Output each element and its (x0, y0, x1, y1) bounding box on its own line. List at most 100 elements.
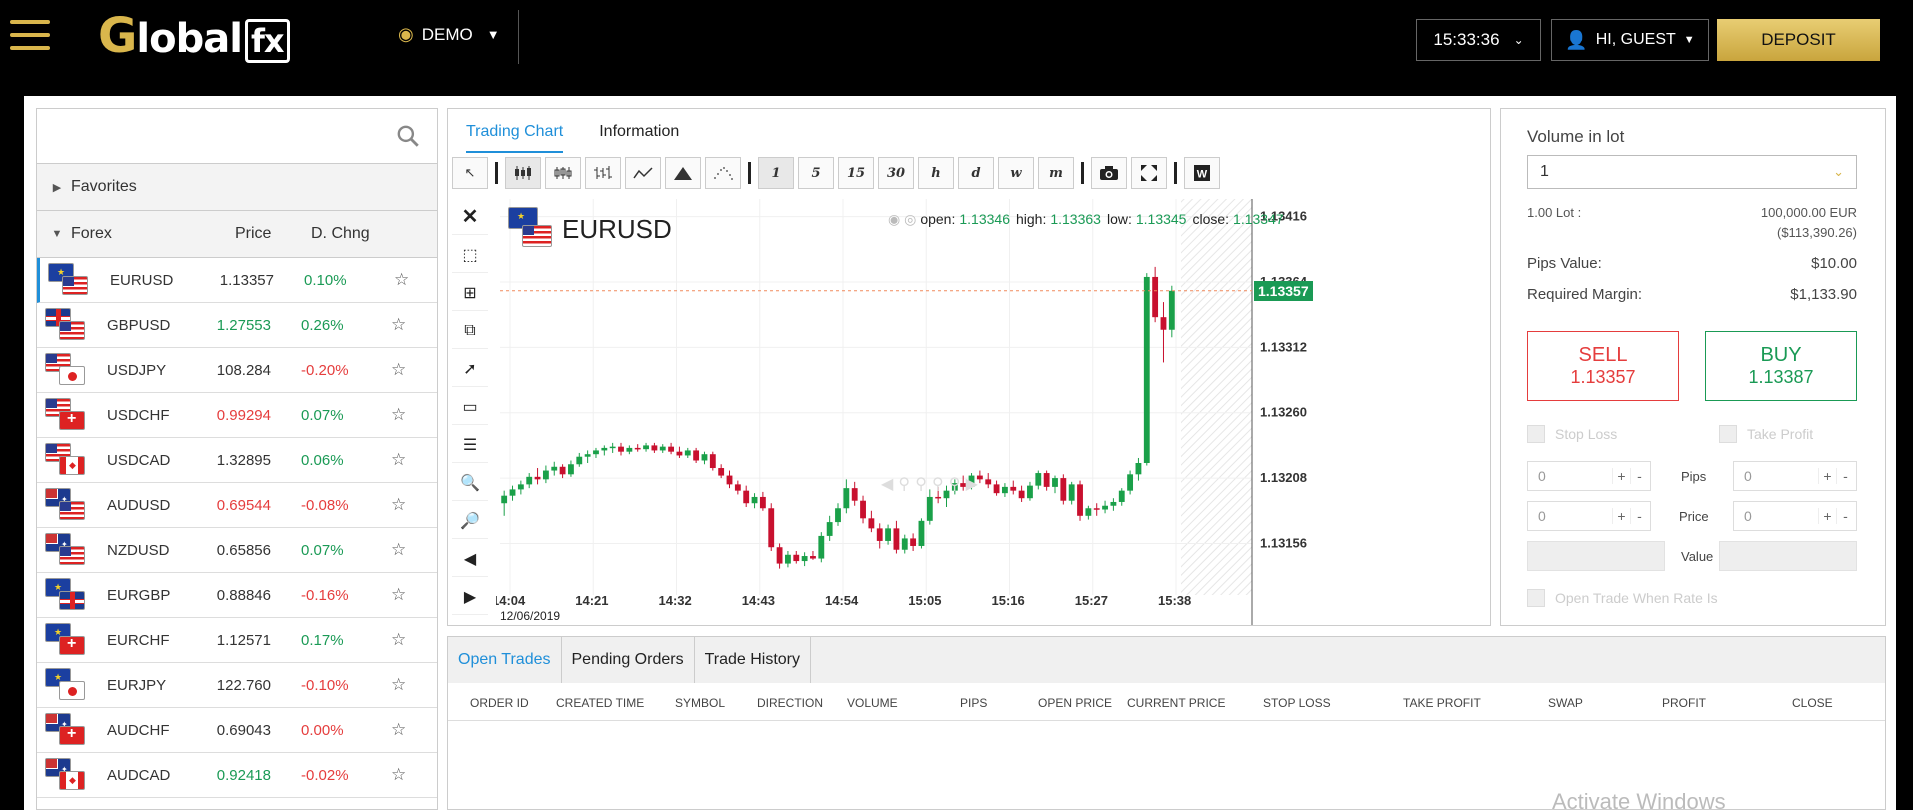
favorite-star-icon[interactable]: ☆ (391, 585, 407, 604)
favorite-star-icon[interactable]: ☆ (391, 495, 407, 514)
pointer-icon[interactable]: ↖ (452, 157, 488, 189)
camera-icon[interactable] (1091, 157, 1127, 189)
trend-line-icon[interactable]: ➚ (452, 351, 488, 387)
tab-information[interactable]: Information (599, 123, 680, 140)
symbol-change: 0.07% (301, 541, 344, 559)
take-profit-pips-stepper[interactable]: 0 + - (1733, 461, 1857, 491)
timeframe-m-button[interactable]: m (1038, 157, 1074, 189)
minus-icon[interactable]: - (1630, 468, 1648, 484)
watchlist-row-eurgbp[interactable]: EURGBP 0.88846 -0.16% ☆ (37, 573, 437, 618)
line-chart-icon[interactable] (625, 157, 661, 189)
favorite-star-icon[interactable]: ☆ (391, 630, 407, 649)
watchlist-row-gbpusd[interactable]: GBPUSD 1.27553 0.26% ☆ (37, 303, 437, 348)
favorites-group[interactable]: ▶ Favorites (37, 164, 437, 211)
favorite-star-icon[interactable]: ☆ (391, 540, 407, 559)
favorite-star-icon[interactable]: ☆ (391, 360, 407, 379)
plus-icon[interactable]: + (1818, 468, 1836, 484)
favorite-star-icon[interactable]: ☆ (391, 720, 407, 739)
candle-body (542, 470, 549, 480)
account-mode-dropdown[interactable]: ◉ DEMO ▼ (398, 24, 500, 45)
candle-body (960, 483, 967, 487)
stop-loss-value-field[interactable] (1527, 541, 1665, 571)
candlestick-chart[interactable]: 1.134161.133641.133121.132601.132081.131… (496, 199, 1490, 625)
watchlist-row-audcad[interactable]: AUDCAD 0.92418 -0.02% ☆ (37, 753, 437, 798)
minus-icon[interactable]: - (1630, 508, 1648, 524)
favorite-star-icon[interactable]: ☆ (391, 675, 407, 694)
user-menu[interactable]: 👤 HI, GUEST ▼ (1551, 19, 1709, 61)
timeframe-15-button[interactable]: 15 (838, 157, 874, 189)
volume-value: 1 (1540, 163, 1549, 180)
tab-trade-history[interactable]: Trade History (695, 637, 811, 683)
minus-icon[interactable]: - (1836, 468, 1854, 484)
tab-open-trades[interactable]: Open Trades (448, 637, 562, 683)
favorite-star-icon[interactable]: ☆ (391, 450, 407, 469)
watchlist-row-usdjpy[interactable]: USDJPY 108.284 -0.20% ☆ (37, 348, 437, 393)
bars-icon[interactable] (545, 157, 581, 189)
watchlist-row-audusd[interactable]: AUDUSD 0.69544 -0.08% ☆ (37, 483, 437, 528)
buy-button[interactable]: BUY 1.13387 (1705, 331, 1857, 401)
timeframe-h-button[interactable]: h (918, 157, 954, 189)
tab-trading-chart[interactable]: Trading Chart (466, 109, 564, 153)
col-created-time: CREATED TIME (556, 696, 645, 710)
plus-icon[interactable]: + (1818, 508, 1836, 524)
watchlist-row-eurusd[interactable]: EURUSD 1.13357 0.10% ☆ (37, 258, 437, 303)
stop-loss-checkbox[interactable]: Stop Loss (1527, 425, 1617, 443)
stop-loss-pips-stepper[interactable]: 0 + - (1527, 461, 1651, 491)
tab-pending-orders[interactable]: Pending Orders (562, 637, 695, 683)
watchlist-row-eurchf[interactable]: EURCHF 1.12571 0.17% ☆ (37, 618, 437, 663)
stop-loss-price-stepper[interactable]: 0 + - (1527, 501, 1651, 531)
watchlist-row-nzdusd[interactable]: NZDUSD 0.65856 0.07% ☆ (37, 528, 437, 573)
minus-icon[interactable]: - (1836, 508, 1854, 524)
zoom-out-icon[interactable]: 🔎 (452, 503, 488, 539)
chart-area[interactable]: 1.134161.133641.133121.132601.132081.131… (496, 199, 1490, 625)
open-trade-when-checkbox[interactable]: Open Trade When Rate Is (1527, 589, 1718, 607)
timeframe-5-button[interactable]: 5 (798, 157, 834, 189)
take-profit-price-stepper[interactable]: 0 + - (1733, 501, 1857, 531)
search-icon[interactable] (395, 123, 421, 149)
favorite-star-icon[interactable]: ☆ (391, 315, 407, 334)
fullscreen-icon[interactable] (1131, 157, 1167, 189)
plus-icon[interactable]: + (1612, 468, 1630, 484)
deposit-button[interactable]: DEPOSIT (1717, 19, 1880, 61)
select-delete-icon[interactable]: ⬚ (452, 237, 488, 273)
volume-select[interactable]: 1 ⌄ (1527, 155, 1857, 189)
remove-all-icon[interactable]: ⊞ (452, 275, 488, 311)
dots-chart-icon[interactable] (705, 157, 741, 189)
favorite-star-icon[interactable]: ☆ (394, 270, 410, 289)
horizontal-lines-icon[interactable]: ☰ (452, 427, 488, 463)
watchlist-row-eurjpy[interactable]: EURJPY 122.760 -0.10% ☆ (37, 663, 437, 708)
plus-icon[interactable]: + (1612, 508, 1630, 524)
eye-icon[interactable]: ◉ ◎ (888, 211, 917, 227)
take-profit-value-field[interactable] (1719, 541, 1857, 571)
zoom-in-icon[interactable]: 🔍 (452, 465, 488, 501)
watchlist-row-audchf[interactable]: AUDCHF 0.69043 0.00% ☆ (37, 708, 437, 753)
timeframe-w-button[interactable]: w (998, 157, 1034, 189)
candle-body (701, 454, 708, 461)
close-icon[interactable]: ✕ (452, 199, 488, 235)
menu-icon[interactable] (10, 20, 50, 52)
favorite-star-icon[interactable]: ☆ (391, 405, 407, 424)
take-profit-checkbox[interactable]: Take Profit (1719, 425, 1813, 443)
watchlist-row-usdchf[interactable]: USDCHF 0.99294 0.07% ☆ (37, 393, 437, 438)
clone-icon[interactable]: ⧉ (452, 313, 488, 349)
candles-icon[interactable] (505, 157, 541, 189)
scroll-left-icon[interactable]: ◀ (452, 541, 488, 577)
area-chart-icon[interactable] (665, 157, 701, 189)
w-icon[interactable]: W (1184, 157, 1220, 189)
rectangle-icon[interactable]: ▭ (452, 389, 488, 425)
favorite-star-icon[interactable]: ☆ (391, 765, 407, 784)
sell-button[interactable]: SELL 1.13357 (1527, 331, 1679, 401)
scroll-right-icon[interactable]: ▶ (452, 579, 488, 615)
symbol-search-input[interactable] (37, 109, 377, 163)
ohlc-bars-icon[interactable] (585, 157, 621, 189)
timeframe-30-button[interactable]: 30 (878, 157, 914, 189)
timeframe-1-button[interactable]: 1 (758, 157, 794, 189)
watchlist-row-usdcad[interactable]: USDCAD 1.32895 0.06% ☆ (37, 438, 437, 483)
candle-body (726, 475, 733, 485)
candle-body (1168, 290, 1175, 330)
clock-dropdown[interactable]: 15:33:36 ⌄ (1416, 19, 1541, 61)
high-label: high: (1015, 211, 1047, 227)
timeframe-d-button[interactable]: d (958, 157, 994, 189)
brand-logo[interactable]: Global fx (98, 6, 290, 66)
forex-group[interactable]: ▼ Forex Price D. Chng (37, 211, 437, 258)
